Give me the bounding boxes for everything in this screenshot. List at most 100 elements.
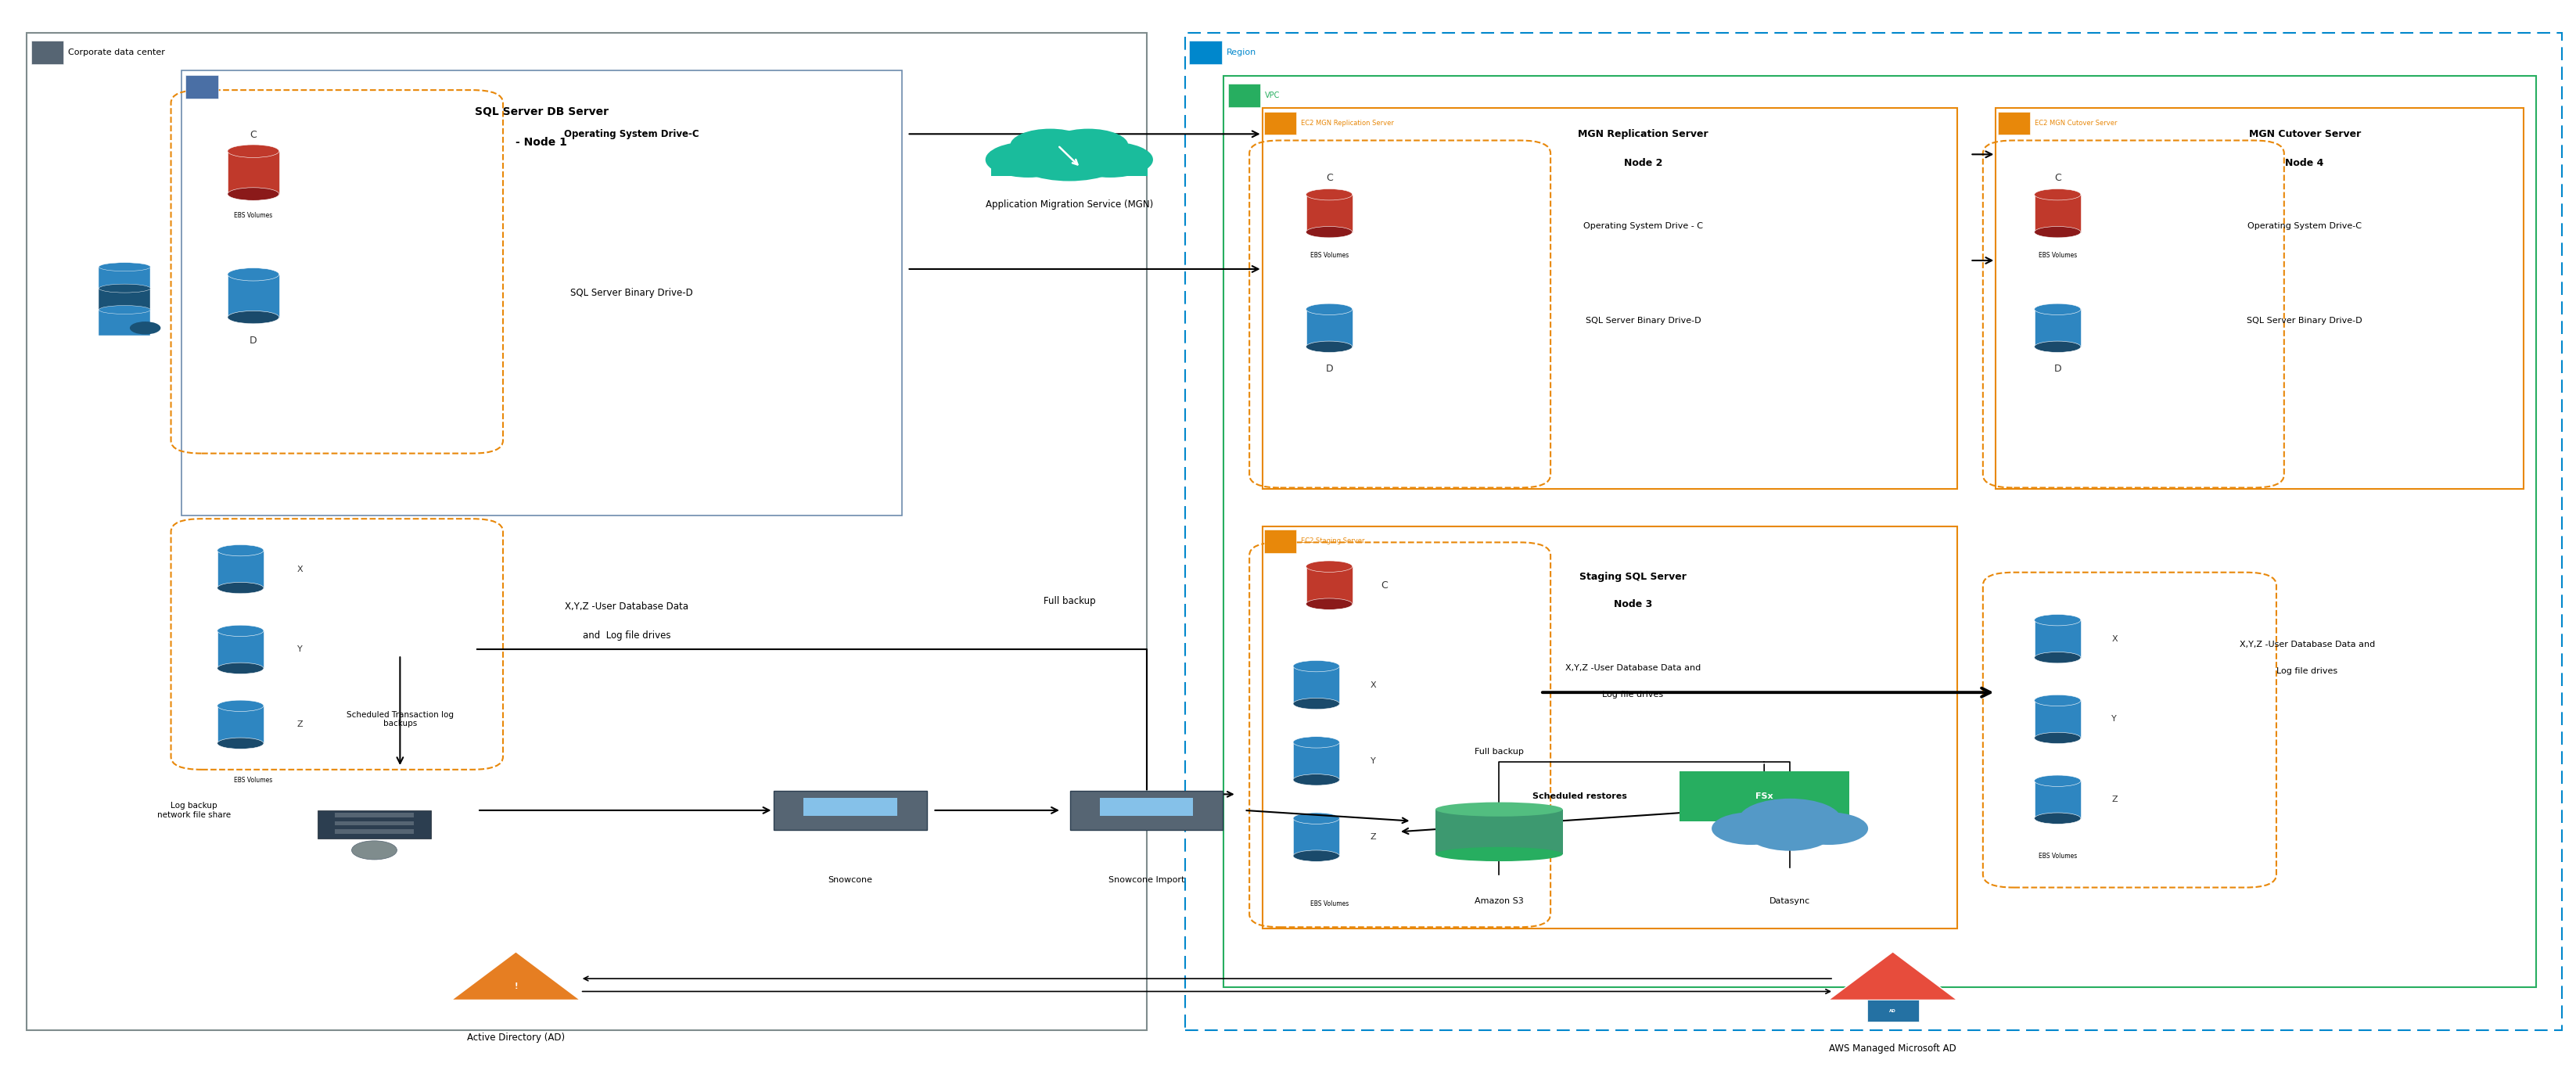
Text: X: X (1370, 681, 1376, 688)
Text: MGN Replication Server: MGN Replication Server (1579, 129, 1708, 139)
Bar (2035, 309, 2081, 347)
Ellipse shape (1306, 342, 1352, 352)
Ellipse shape (216, 582, 263, 594)
Ellipse shape (1435, 847, 1564, 861)
Text: MGN Cutover Server: MGN Cutover Server (2249, 129, 2360, 139)
Bar (2035, 620, 2081, 657)
Bar (98, 267, 149, 292)
Circle shape (1066, 142, 1154, 177)
Bar (31, 41, 64, 64)
Bar (1100, 798, 1193, 815)
Circle shape (353, 841, 397, 859)
Text: Scheduled restores: Scheduled restores (1533, 793, 1628, 800)
Circle shape (1710, 812, 1790, 845)
Ellipse shape (1306, 561, 1352, 572)
Text: Snowcone: Snowcone (827, 876, 873, 884)
Text: EBS Volumes: EBS Volumes (2038, 853, 2076, 860)
Ellipse shape (2035, 189, 2081, 200)
Text: Scheduled Transaction log
backups: Scheduled Transaction log backups (345, 711, 453, 728)
Text: Y: Y (2112, 715, 2117, 723)
Text: C: C (1327, 173, 1332, 183)
Ellipse shape (1306, 304, 1352, 315)
Ellipse shape (227, 188, 278, 201)
Text: Amazon S3: Amazon S3 (1473, 898, 1522, 905)
Bar (216, 706, 263, 743)
Text: Full backup: Full backup (1473, 748, 1522, 755)
Text: Log file drives: Log file drives (1602, 691, 1664, 698)
Ellipse shape (227, 145, 278, 158)
Text: Log file drives: Log file drives (2277, 667, 2339, 674)
Text: SQL Server Binary Drive-D: SQL Server Binary Drive-D (2246, 317, 2362, 324)
Ellipse shape (1293, 851, 1340, 861)
Text: Corporate data center: Corporate data center (67, 48, 165, 57)
Text: Z: Z (2112, 796, 2117, 803)
Ellipse shape (2035, 614, 2081, 626)
Text: Node 3: Node 3 (1613, 599, 1651, 610)
Text: X,Y,Z -User Database Data and: X,Y,Z -User Database Data and (1566, 664, 1700, 671)
Ellipse shape (98, 305, 149, 314)
Text: D: D (250, 336, 258, 346)
Bar (317, 810, 430, 839)
Bar (1069, 790, 1224, 830)
Text: VPC: VPC (1265, 91, 1280, 99)
Ellipse shape (1435, 802, 1564, 816)
Bar (216, 630, 263, 668)
Polygon shape (451, 952, 580, 1000)
Text: SQL Server Binary Drive-D: SQL Server Binary Drive-D (1584, 317, 1700, 324)
Ellipse shape (2035, 732, 2081, 743)
Text: !: ! (515, 983, 518, 990)
Text: EC2 MGN Cutover Server: EC2 MGN Cutover Server (2035, 120, 2117, 127)
Circle shape (1790, 812, 1868, 845)
Text: Operating System Drive-C: Operating System Drive-C (564, 129, 698, 139)
Circle shape (1010, 132, 1128, 182)
Text: EC2 MGN Replication Server: EC2 MGN Replication Server (1301, 120, 1394, 127)
Bar (335, 822, 415, 826)
Circle shape (129, 321, 160, 334)
Bar (2035, 700, 2081, 738)
Bar (992, 153, 1146, 176)
Bar (1306, 566, 1352, 604)
Bar (216, 550, 263, 587)
Text: Full backup: Full backup (1043, 596, 1095, 607)
Ellipse shape (98, 284, 149, 292)
Bar (1306, 194, 1352, 232)
Circle shape (1048, 129, 1128, 162)
Text: Z: Z (1370, 833, 1376, 841)
Text: X,Y,Z -User Database Data and: X,Y,Z -User Database Data and (2239, 640, 2375, 648)
Text: X: X (2112, 635, 2117, 642)
Bar (98, 288, 149, 314)
Text: C: C (1381, 580, 1388, 591)
Ellipse shape (2035, 227, 2081, 237)
Text: EBS Volumes: EBS Volumes (234, 212, 273, 219)
Text: Log backup
network file share: Log backup network file share (157, 802, 232, 818)
Text: X,Y,Z -User Database Data: X,Y,Z -User Database Data (564, 601, 688, 612)
Circle shape (1010, 129, 1090, 162)
Ellipse shape (1293, 813, 1340, 824)
Text: Node 2: Node 2 (1623, 158, 1662, 168)
Bar (1306, 309, 1352, 347)
Text: Z: Z (296, 721, 304, 728)
Text: Node 4: Node 4 (2285, 158, 2324, 168)
Text: Application Migration Service (MGN): Application Migration Service (MGN) (987, 200, 1154, 209)
Text: Datasync: Datasync (1770, 898, 1811, 905)
Ellipse shape (216, 738, 263, 749)
Text: Snowcone Import: Snowcone Import (1108, 876, 1185, 884)
Ellipse shape (2035, 342, 2081, 352)
Ellipse shape (216, 545, 263, 556)
Circle shape (1747, 815, 1834, 851)
Polygon shape (1829, 952, 1958, 1000)
Circle shape (1739, 799, 1842, 841)
Text: FSx: FSx (1754, 793, 1772, 800)
Bar (335, 813, 415, 817)
Bar (1739, 826, 1842, 843)
Text: EBS Volumes: EBS Volumes (1311, 900, 1347, 908)
Ellipse shape (1306, 189, 1352, 200)
Text: SQL Server Binary Drive-D: SQL Server Binary Drive-D (569, 288, 693, 297)
Ellipse shape (98, 263, 149, 272)
Ellipse shape (2035, 304, 2081, 315)
Bar (1996, 112, 2030, 135)
Ellipse shape (216, 625, 263, 637)
Bar (1680, 771, 1850, 822)
Bar (1229, 84, 1260, 107)
Text: SQL Server DB Server: SQL Server DB Server (474, 106, 608, 117)
